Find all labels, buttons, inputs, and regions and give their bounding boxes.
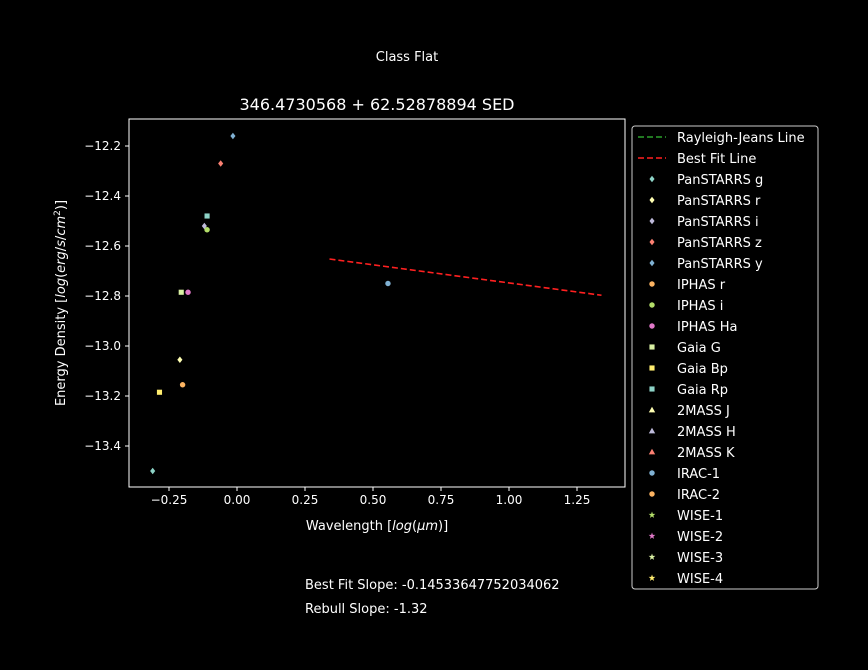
legend-irac-2-label: IRAC-2	[677, 488, 720, 503]
legend-panstarrs-i-label: PanSTARRS i	[677, 215, 759, 230]
legend-gaia-bp-swatch	[649, 365, 655, 371]
iphas-ha-point	[185, 289, 191, 295]
x-tick-label: 0.50	[360, 493, 387, 507]
panstarrs-i-point	[201, 222, 207, 230]
plot-area: −0.25 0.00 0.25 0.50 0.75 1.00 1.25 −12.2 −12.4…	[84, 118, 626, 507]
gaia-bp-point	[156, 389, 163, 395]
panstarrs-y-point	[230, 132, 236, 140]
plot-frame	[128, 118, 626, 488]
legend-panstarrs-g-label: PanSTARRS g	[677, 173, 763, 188]
legend-panstarrs-z-label: PanSTARRS z	[677, 236, 762, 251]
data-points	[150, 132, 391, 475]
legend-2mass-j-label: 2MASS J	[677, 404, 730, 419]
best-fit-line-path	[329, 258, 602, 297]
x-axis-label: Wavelength [log(μm)]	[306, 519, 448, 534]
legend-iphas-ha-swatch	[649, 323, 655, 329]
legend-iphas-r-label: IPHAS r	[677, 278, 726, 293]
panstarrs-r-point	[177, 356, 183, 363]
legend-wise-4-swatch	[648, 574, 656, 581]
legend-panstarrs-r-label: PanSTARRS r	[677, 194, 761, 209]
legend-wise-1-swatch	[648, 511, 656, 518]
legend: Rayleigh-Jeans Line Best Fit Line PanSTARR…	[631, 125, 819, 590]
y-tick-label: −12.6	[84, 239, 121, 253]
x-tick-label: 0.00	[224, 493, 251, 507]
legend-wise-2-label: WISE-2	[677, 530, 723, 545]
x-axis-ticks: −0.25 0.00 0.25 0.50 0.75 1.00 1.25	[151, 487, 591, 507]
gaia-g-point	[178, 289, 184, 295]
legend-panstarrs-g-swatch	[649, 175, 655, 183]
legend-panstarrs-r-swatch	[649, 196, 655, 204]
y-axis-label: Energy Density [log(erg/s/cm2)]	[53, 200, 69, 406]
iphas-r-point	[179, 382, 186, 388]
legend-irac-1-swatch	[649, 470, 655, 476]
legend-gaia-g-label: Gaia G	[677, 341, 721, 356]
legend-2mass-h-label: 2MASS H	[677, 425, 736, 440]
panstarrs-z-point	[218, 160, 224, 167]
y-tick-label: −13.2	[84, 389, 121, 403]
legend-2mass-k-swatch	[648, 448, 656, 455]
legend-gaia-g-swatch	[649, 344, 655, 350]
x-tick-label: 0.25	[292, 493, 319, 507]
legend-rayleigh-jeans-line-label: Rayleigh-Jeans Line	[677, 131, 805, 146]
legend-iphas-r-swatch	[649, 281, 655, 287]
best-fit-slope-text: Best Fit Slope: -0.14533647752034062	[305, 578, 560, 593]
legend-wise-1-label: WISE-1	[677, 509, 723, 524]
fit-lines	[329, 258, 602, 297]
legend-wise-4-label: WISE-4	[677, 572, 723, 587]
legend-wise-3-swatch	[648, 553, 656, 560]
legend-panstarrs-z-swatch	[649, 238, 655, 246]
panstarrs-g-point	[150, 467, 156, 475]
legend-iphas-ha-label: IPHAS Ha	[677, 320, 737, 335]
y-tick-label: −12.4	[84, 189, 121, 203]
legend-iphas-i-label: IPHAS i	[677, 299, 723, 314]
legend-gaia-rp-label: Gaia Rp	[677, 383, 728, 398]
legend-panstarrs-y-swatch	[649, 259, 655, 267]
legend-2mass-j-swatch	[648, 406, 656, 413]
irac-1-point	[385, 280, 391, 287]
legend-wise-3-label: WISE-3	[677, 551, 723, 566]
chart-title: 346.4730568 + 62.52878894 SED	[239, 95, 514, 114]
legend-frame	[631, 125, 819, 590]
y-tick-label: −13.0	[84, 339, 121, 353]
legend-panstarrs-i-swatch	[649, 217, 655, 225]
x-tick-label: 1.25	[564, 493, 591, 507]
legend-iphas-i-swatch	[649, 302, 655, 308]
figure-suptitle: Class Flat	[376, 50, 439, 65]
legend-2mass-k-label: 2MASS K	[677, 446, 735, 461]
legend-2mass-h-swatch	[648, 427, 656, 434]
legend-gaia-rp-swatch	[649, 386, 655, 392]
legend-panstarrs-y-label: PanSTARRS y	[677, 257, 763, 272]
x-tick-label: 0.75	[428, 493, 455, 507]
y-tick-label: −12.2	[84, 139, 121, 153]
gaia-rp-point	[204, 213, 210, 219]
iphas-i-point	[204, 227, 210, 233]
y-axis-ticks: −12.2 −12.4 −12.6 −12.8 −13.0 −13.2 −13.4	[84, 139, 129, 453]
legend-best-fit-line-label: Best Fit Line	[677, 152, 756, 167]
legend-irac-2-swatch	[649, 491, 655, 497]
y-tick-label: −12.8	[84, 289, 121, 303]
y-tick-label: −13.4	[84, 439, 121, 453]
rebull-slope-text: Rebull Slope: -1.32	[305, 602, 428, 617]
x-tick-label: 1.00	[496, 493, 523, 507]
legend-gaia-bp-label: Gaia Bp	[677, 362, 728, 377]
x-tick-label: −0.25	[151, 493, 188, 507]
legend-irac-1-label: IRAC-1	[677, 467, 720, 482]
legend-wise-2-swatch	[648, 532, 656, 539]
